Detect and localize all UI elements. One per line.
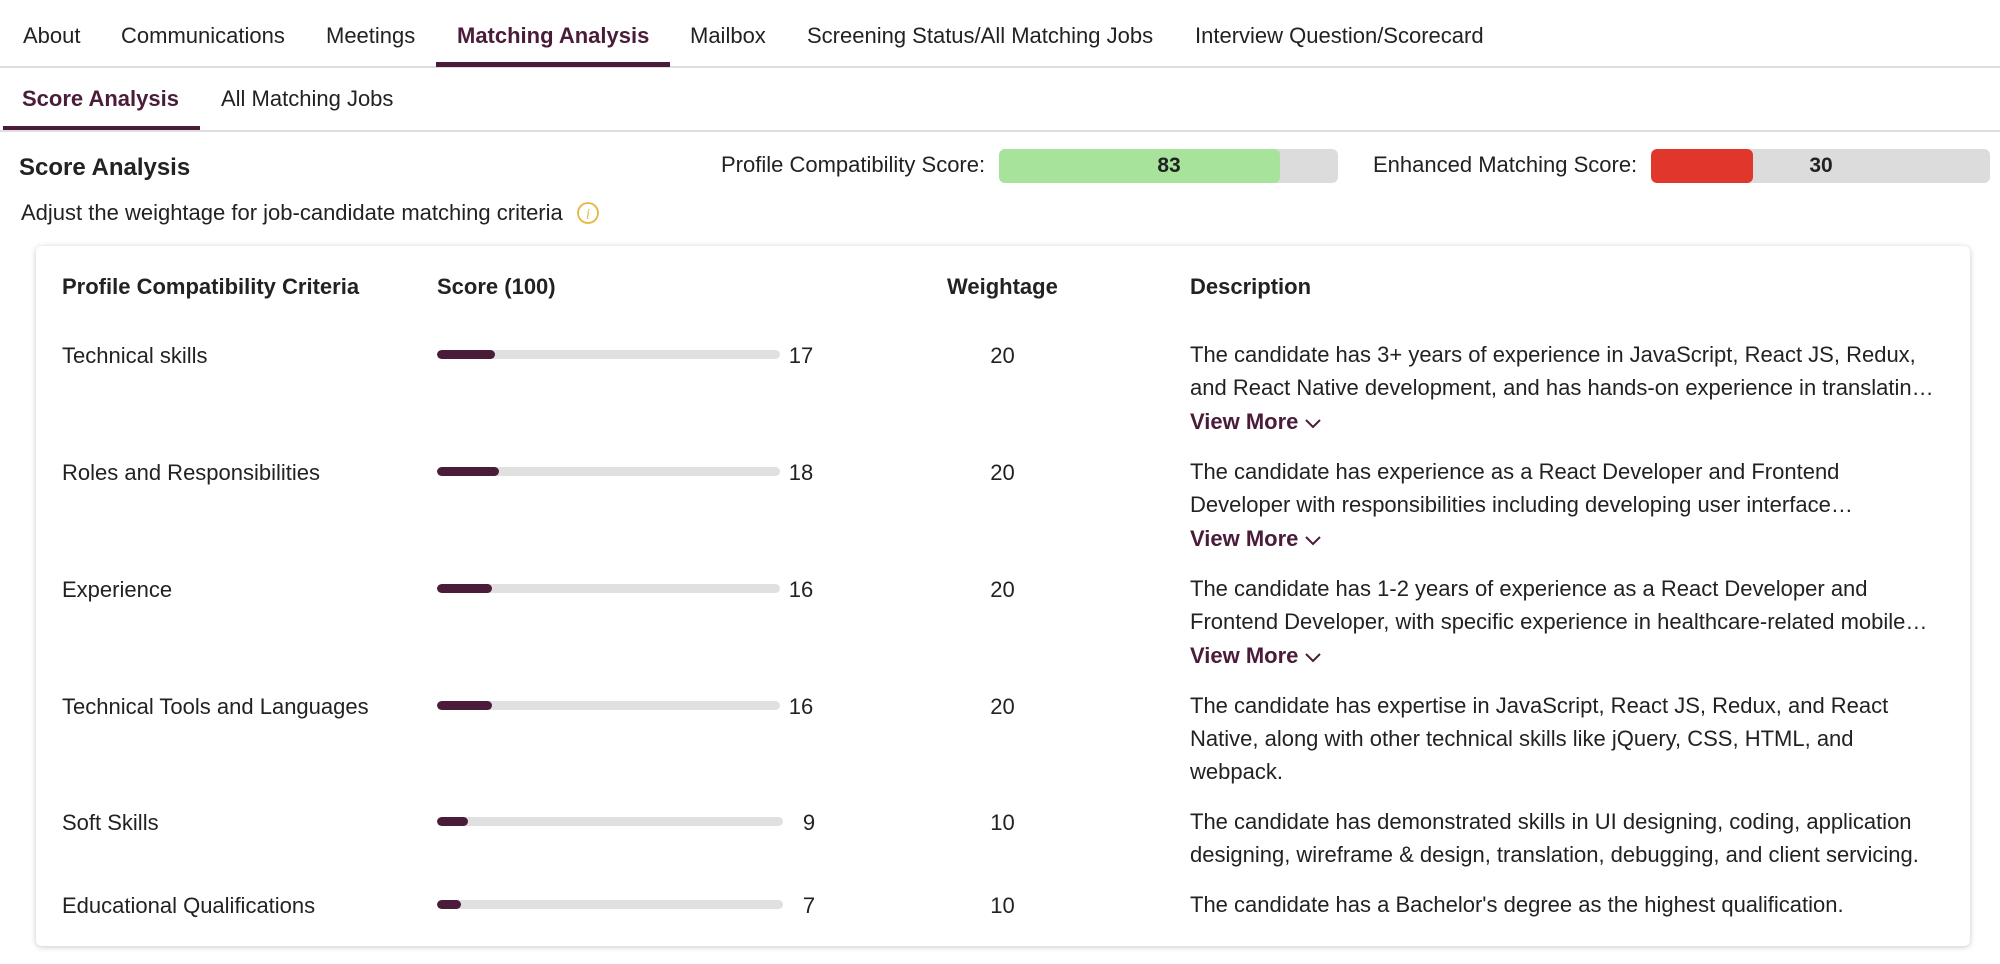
criteria-name: Soft Skills bbox=[62, 810, 159, 835]
score-bar bbox=[437, 584, 780, 593]
tab-screening-status[interactable]: Screening Status/All Matching Jobs bbox=[807, 23, 1154, 48]
score-bar-fill bbox=[437, 584, 492, 593]
info-icon[interactable]: i bbox=[576, 201, 600, 225]
criteria-name: Roles and Responsibilities bbox=[62, 460, 321, 485]
description-text: The candidate has a Bachelor's degree as… bbox=[1190, 892, 1844, 917]
tab-matching-analysis[interactable]: Matching Analysis bbox=[457, 23, 650, 48]
weightage-value[interactable]: 10 bbox=[990, 810, 1015, 835]
tab-mailbox[interactable]: Mailbox bbox=[690, 23, 766, 48]
section-title: Score Analysis bbox=[19, 154, 191, 181]
chevron-down-icon bbox=[1305, 536, 1322, 546]
score-bar bbox=[437, 467, 780, 476]
score-bar-fill bbox=[437, 467, 499, 476]
weightage-subtitle: Adjust the weightage for job-candidate m… bbox=[21, 200, 563, 225]
weightage-value[interactable]: 20 bbox=[990, 460, 1015, 485]
score-bar bbox=[437, 900, 783, 909]
svg-text:i: i bbox=[586, 207, 590, 223]
description-text: The candidate has 1-2 years of experienc… bbox=[1190, 576, 1906, 634]
description-text: The candidate has demonstrated skills in… bbox=[1190, 809, 1919, 867]
subtab-all-matching-jobs[interactable]: All Matching Jobs bbox=[221, 86, 394, 111]
chevron-down-icon bbox=[1305, 653, 1322, 663]
score-bar bbox=[437, 701, 780, 710]
active-tab-indicator bbox=[436, 62, 670, 67]
description-text: The candidate has experience as a React … bbox=[1190, 459, 1840, 517]
active-subtab-indicator bbox=[3, 126, 200, 130]
description-text: The candidate has 3+ years of experience… bbox=[1190, 342, 1924, 400]
criteria-name: Experience bbox=[62, 577, 173, 602]
sub-tab-bar: Score Analysis All Matching Jobs bbox=[0, 68, 2000, 132]
profile-score-value: 83 bbox=[1157, 154, 1181, 177]
score-value: 18 bbox=[788, 460, 814, 485]
criteria-card bbox=[36, 246, 1970, 946]
score-value: 9 bbox=[802, 810, 816, 835]
view-more-link[interactable]: View More bbox=[1190, 526, 1322, 552]
score-bar-fill bbox=[437, 817, 468, 826]
score-bar bbox=[437, 817, 783, 826]
chevron-down-icon bbox=[1305, 419, 1322, 429]
score-value: 7 bbox=[802, 893, 816, 918]
view-more-label: View More bbox=[1190, 526, 1299, 551]
header-weightage: Weightage bbox=[947, 274, 1058, 299]
header-criteria: Profile Compatibility Criteria bbox=[62, 274, 360, 299]
tab-interview-scorecard[interactable]: Interview Question/Scorecard bbox=[1195, 23, 1484, 48]
criteria-name: Educational Qualifications bbox=[62, 893, 316, 918]
view-more-label: View More bbox=[1190, 643, 1299, 668]
score-value: 16 bbox=[788, 577, 814, 602]
score-bar-fill bbox=[437, 350, 495, 359]
tab-communications[interactable]: Communications bbox=[121, 23, 285, 48]
weightage-value[interactable]: 10 bbox=[990, 893, 1015, 918]
main-tab-bar: About Communications Meetings Matching A… bbox=[0, 0, 2000, 68]
score-bar bbox=[437, 350, 780, 359]
enhanced-score-value: 30 bbox=[1809, 154, 1833, 177]
weightage-value[interactable]: 20 bbox=[990, 577, 1015, 602]
score-value: 17 bbox=[788, 343, 814, 368]
weightage-value[interactable]: 20 bbox=[990, 694, 1015, 719]
profile-score-fill bbox=[999, 149, 1280, 183]
description-text: The candidate has expertise in JavaScrip… bbox=[1190, 693, 1889, 784]
tab-about[interactable]: About bbox=[23, 23, 81, 48]
header-description: Description bbox=[1190, 274, 1312, 299]
score-bar-fill bbox=[437, 900, 461, 909]
score-value: 16 bbox=[788, 694, 814, 719]
profile-score-bar: 83 bbox=[999, 149, 1338, 183]
view-more-link[interactable]: View More bbox=[1190, 409, 1322, 435]
view-more-link[interactable]: View More bbox=[1190, 643, 1322, 669]
tab-meetings[interactable]: Meetings bbox=[326, 23, 416, 48]
view-more-label: View More bbox=[1190, 409, 1299, 434]
enhanced-score-label: Enhanced Matching Score: bbox=[1373, 152, 1638, 177]
criteria-name: Technical skills bbox=[62, 343, 208, 368]
score-bar-fill bbox=[437, 701, 492, 710]
subtab-score-analysis[interactable]: Score Analysis bbox=[22, 86, 179, 111]
profile-score-label: Profile Compatibility Score: bbox=[721, 152, 986, 177]
weightage-value[interactable]: 20 bbox=[990, 343, 1015, 368]
enhanced-score-fill bbox=[1651, 149, 1753, 183]
enhanced-score-bar: 30 bbox=[1651, 149, 1990, 183]
header-score: Score (100) bbox=[437, 274, 556, 299]
criteria-name: Technical Tools and Languages bbox=[62, 694, 369, 719]
